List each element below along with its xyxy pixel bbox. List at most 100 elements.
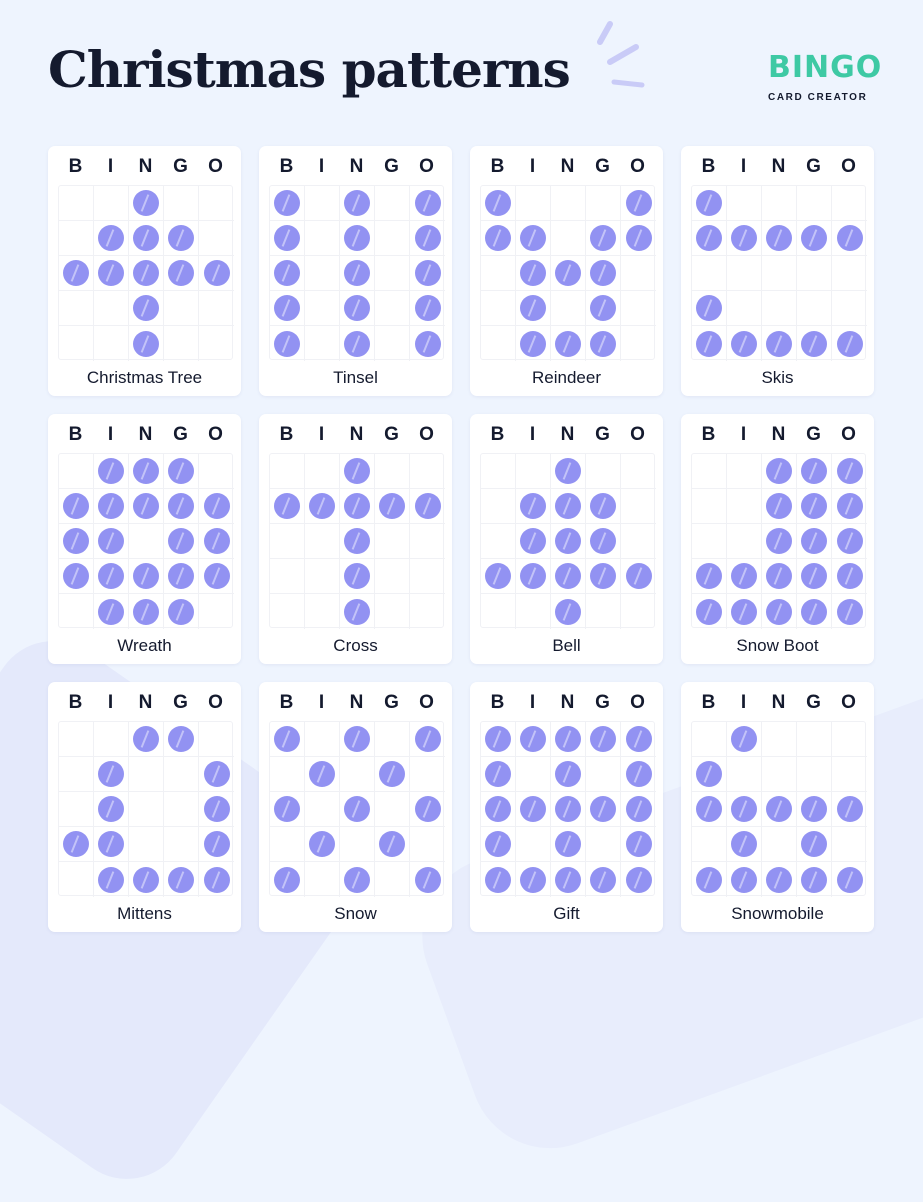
bingo-grid [480, 185, 656, 361]
grid-cell [727, 256, 762, 291]
dauber-mark-icon [344, 726, 370, 752]
grid-cell [94, 454, 129, 489]
dauber-mark-icon [274, 866, 300, 893]
grid-cell [129, 489, 164, 524]
grid-cell [797, 757, 832, 792]
dauber-mark-icon [98, 458, 124, 484]
grid-cell [727, 594, 762, 629]
header-letter: B [279, 156, 294, 177]
grid-cell [762, 524, 797, 559]
grid-cell [340, 559, 375, 594]
grid-cell [129, 256, 164, 291]
header-letter: O [630, 424, 645, 445]
grid-cell [129, 326, 164, 361]
dauber-mark-icon [485, 866, 511, 893]
grid-cell [586, 559, 621, 594]
dauber-mark-icon [625, 761, 652, 787]
grid-cell [375, 827, 410, 862]
dauber-mark-icon [203, 831, 230, 857]
grid-cell [59, 862, 94, 897]
pattern-card: B I N G O Reindeer [470, 146, 663, 396]
grid-cell [94, 524, 129, 559]
dauber-mark-icon [590, 528, 616, 554]
grid-cell [340, 326, 375, 361]
dauber-mark-icon [696, 796, 722, 822]
grid-cell [129, 524, 164, 559]
grid-cell [410, 827, 445, 862]
dauber-mark-icon [485, 831, 511, 857]
dauber-mark-icon [696, 866, 722, 893]
dauber-mark-icon [731, 598, 757, 625]
header-letter: B [490, 424, 505, 445]
grid-cell [410, 186, 445, 221]
dauber-mark-icon [203, 493, 230, 519]
dauber-mark-icon [836, 225, 863, 251]
dauber-mark-icon [555, 458, 581, 484]
pattern-name: Wreath [117, 636, 172, 655]
grid-cell [410, 757, 445, 792]
dauber-mark-icon [801, 493, 827, 519]
grid-cell [797, 326, 832, 361]
grid-cell [832, 186, 867, 221]
grid-cell [797, 256, 832, 291]
grid-cell [375, 862, 410, 897]
grid-cell [727, 862, 762, 897]
grid-cell [481, 256, 516, 291]
grid-cell [516, 524, 551, 559]
dauber-mark-icon [63, 831, 89, 857]
grid-cell [129, 722, 164, 757]
grid-cell [692, 757, 727, 792]
grid-cell [727, 221, 762, 256]
sparkle-decoration-icon [597, 21, 645, 88]
dauber-mark-icon [590, 225, 616, 251]
grid-cell [692, 524, 727, 559]
dauber-mark-icon [274, 295, 300, 321]
header-letter: N [771, 156, 786, 177]
dauber-mark-icon [625, 190, 652, 216]
dauber-mark-icon [203, 866, 230, 893]
dauber-mark-icon [555, 796, 581, 822]
dauber-mark-icon [168, 225, 194, 251]
grid-cell [797, 827, 832, 862]
grid-cell [375, 326, 410, 361]
header-letter: B [279, 692, 294, 713]
dauber-mark-icon [836, 796, 863, 822]
grid-cell [762, 594, 797, 629]
pattern-card: B I N G O Snow [259, 682, 452, 932]
grid-cell [551, 757, 586, 792]
dauber-mark-icon [766, 598, 792, 625]
grid-cell [375, 722, 410, 757]
grid-cell [586, 524, 621, 559]
grid-cell [199, 559, 234, 594]
grid-cell [621, 559, 656, 594]
grid-cell [375, 489, 410, 524]
grid-cell [832, 594, 867, 629]
dauber-mark-icon [766, 458, 792, 484]
grid-cell [270, 792, 305, 827]
grid-cell [199, 757, 234, 792]
header-letter: O [841, 424, 856, 445]
grid-cell [586, 792, 621, 827]
dauber-mark-icon [766, 528, 792, 554]
header-letter: I [740, 156, 747, 177]
header-letter: I [529, 156, 536, 177]
grid-cell [410, 722, 445, 757]
grid-cell [164, 722, 199, 757]
grid-cell [481, 594, 516, 629]
grid-cell [551, 524, 586, 559]
dauber-mark-icon [63, 260, 89, 286]
dauber-mark-icon [696, 225, 722, 251]
grid-cell [762, 792, 797, 827]
grid-cell [305, 256, 340, 291]
grid-cell [305, 326, 340, 361]
logo-word: BINGO [768, 50, 883, 85]
grid-cell [410, 256, 445, 291]
dauber-mark-icon [625, 796, 652, 822]
dauber-mark-icon [520, 225, 546, 251]
grid-cell [199, 862, 234, 897]
pattern-name: Skis [761, 368, 794, 387]
pattern-name: Mittens [117, 904, 172, 923]
grid-cell [832, 489, 867, 524]
dauber-mark-icon [414, 796, 441, 822]
